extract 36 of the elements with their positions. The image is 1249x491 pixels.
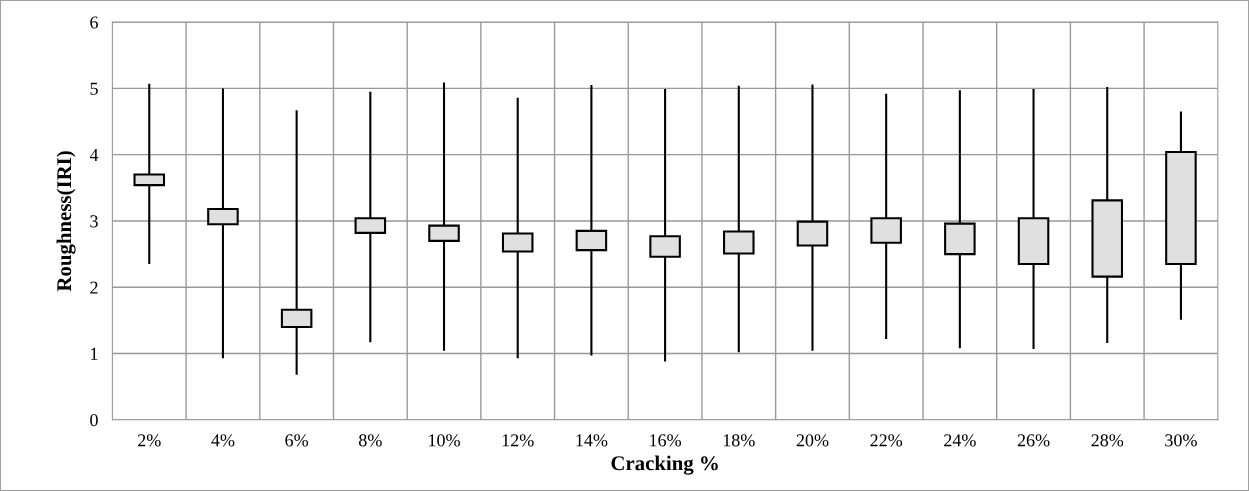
- x-tick-label: 16%: [650, 434, 682, 447]
- x-tick-label: 4%: [211, 434, 235, 447]
- y-tick-label: 1: [91, 347, 98, 360]
- candlestick: [870, 92, 902, 340]
- x-tick-label: 30%: [1165, 434, 1197, 447]
- y-tick-label: 5: [90, 82, 98, 95]
- y-tick-label: 6: [90, 16, 98, 29]
- x-tick-label: 6%: [285, 434, 309, 447]
- x-tick-label: 12%: [502, 434, 534, 447]
- candlestick: [575, 84, 608, 357]
- candlestick: [796, 83, 829, 352]
- x-axis-title: Cracking %: [611, 455, 718, 475]
- x-tick-label: 10%: [429, 434, 460, 447]
- x-tick-label: 20%: [796, 434, 829, 447]
- x-tick-label: 26%: [1017, 434, 1050, 447]
- candlestick: [280, 109, 313, 376]
- candlestick: [723, 84, 755, 354]
- candlestick: [354, 90, 387, 344]
- y-tick-label: 0: [90, 414, 98, 427]
- y-axis-title: Roughness(IRI): [56, 151, 76, 292]
- x-tick-label: 22%: [870, 434, 903, 447]
- candlestick: [133, 82, 166, 266]
- candlestick: [649, 88, 681, 363]
- candlestick: [944, 89, 976, 350]
- x-tick-label: 14%: [576, 434, 608, 447]
- y-tick-label: 2: [90, 281, 98, 294]
- x-tick-label: 8%: [358, 434, 382, 447]
- y-tick-label: 4: [89, 149, 99, 161]
- x-tick-label: 28%: [1091, 434, 1124, 447]
- candlestick: [428, 81, 460, 352]
- x-tick-label: 18%: [723, 434, 755, 447]
- x-tick-label: 2%: [138, 434, 161, 447]
- x-tick-label: 24%: [944, 434, 976, 447]
- candlestick: [207, 87, 239, 360]
- candlestick: [501, 96, 534, 360]
- y-tick-label: 3: [90, 215, 98, 228]
